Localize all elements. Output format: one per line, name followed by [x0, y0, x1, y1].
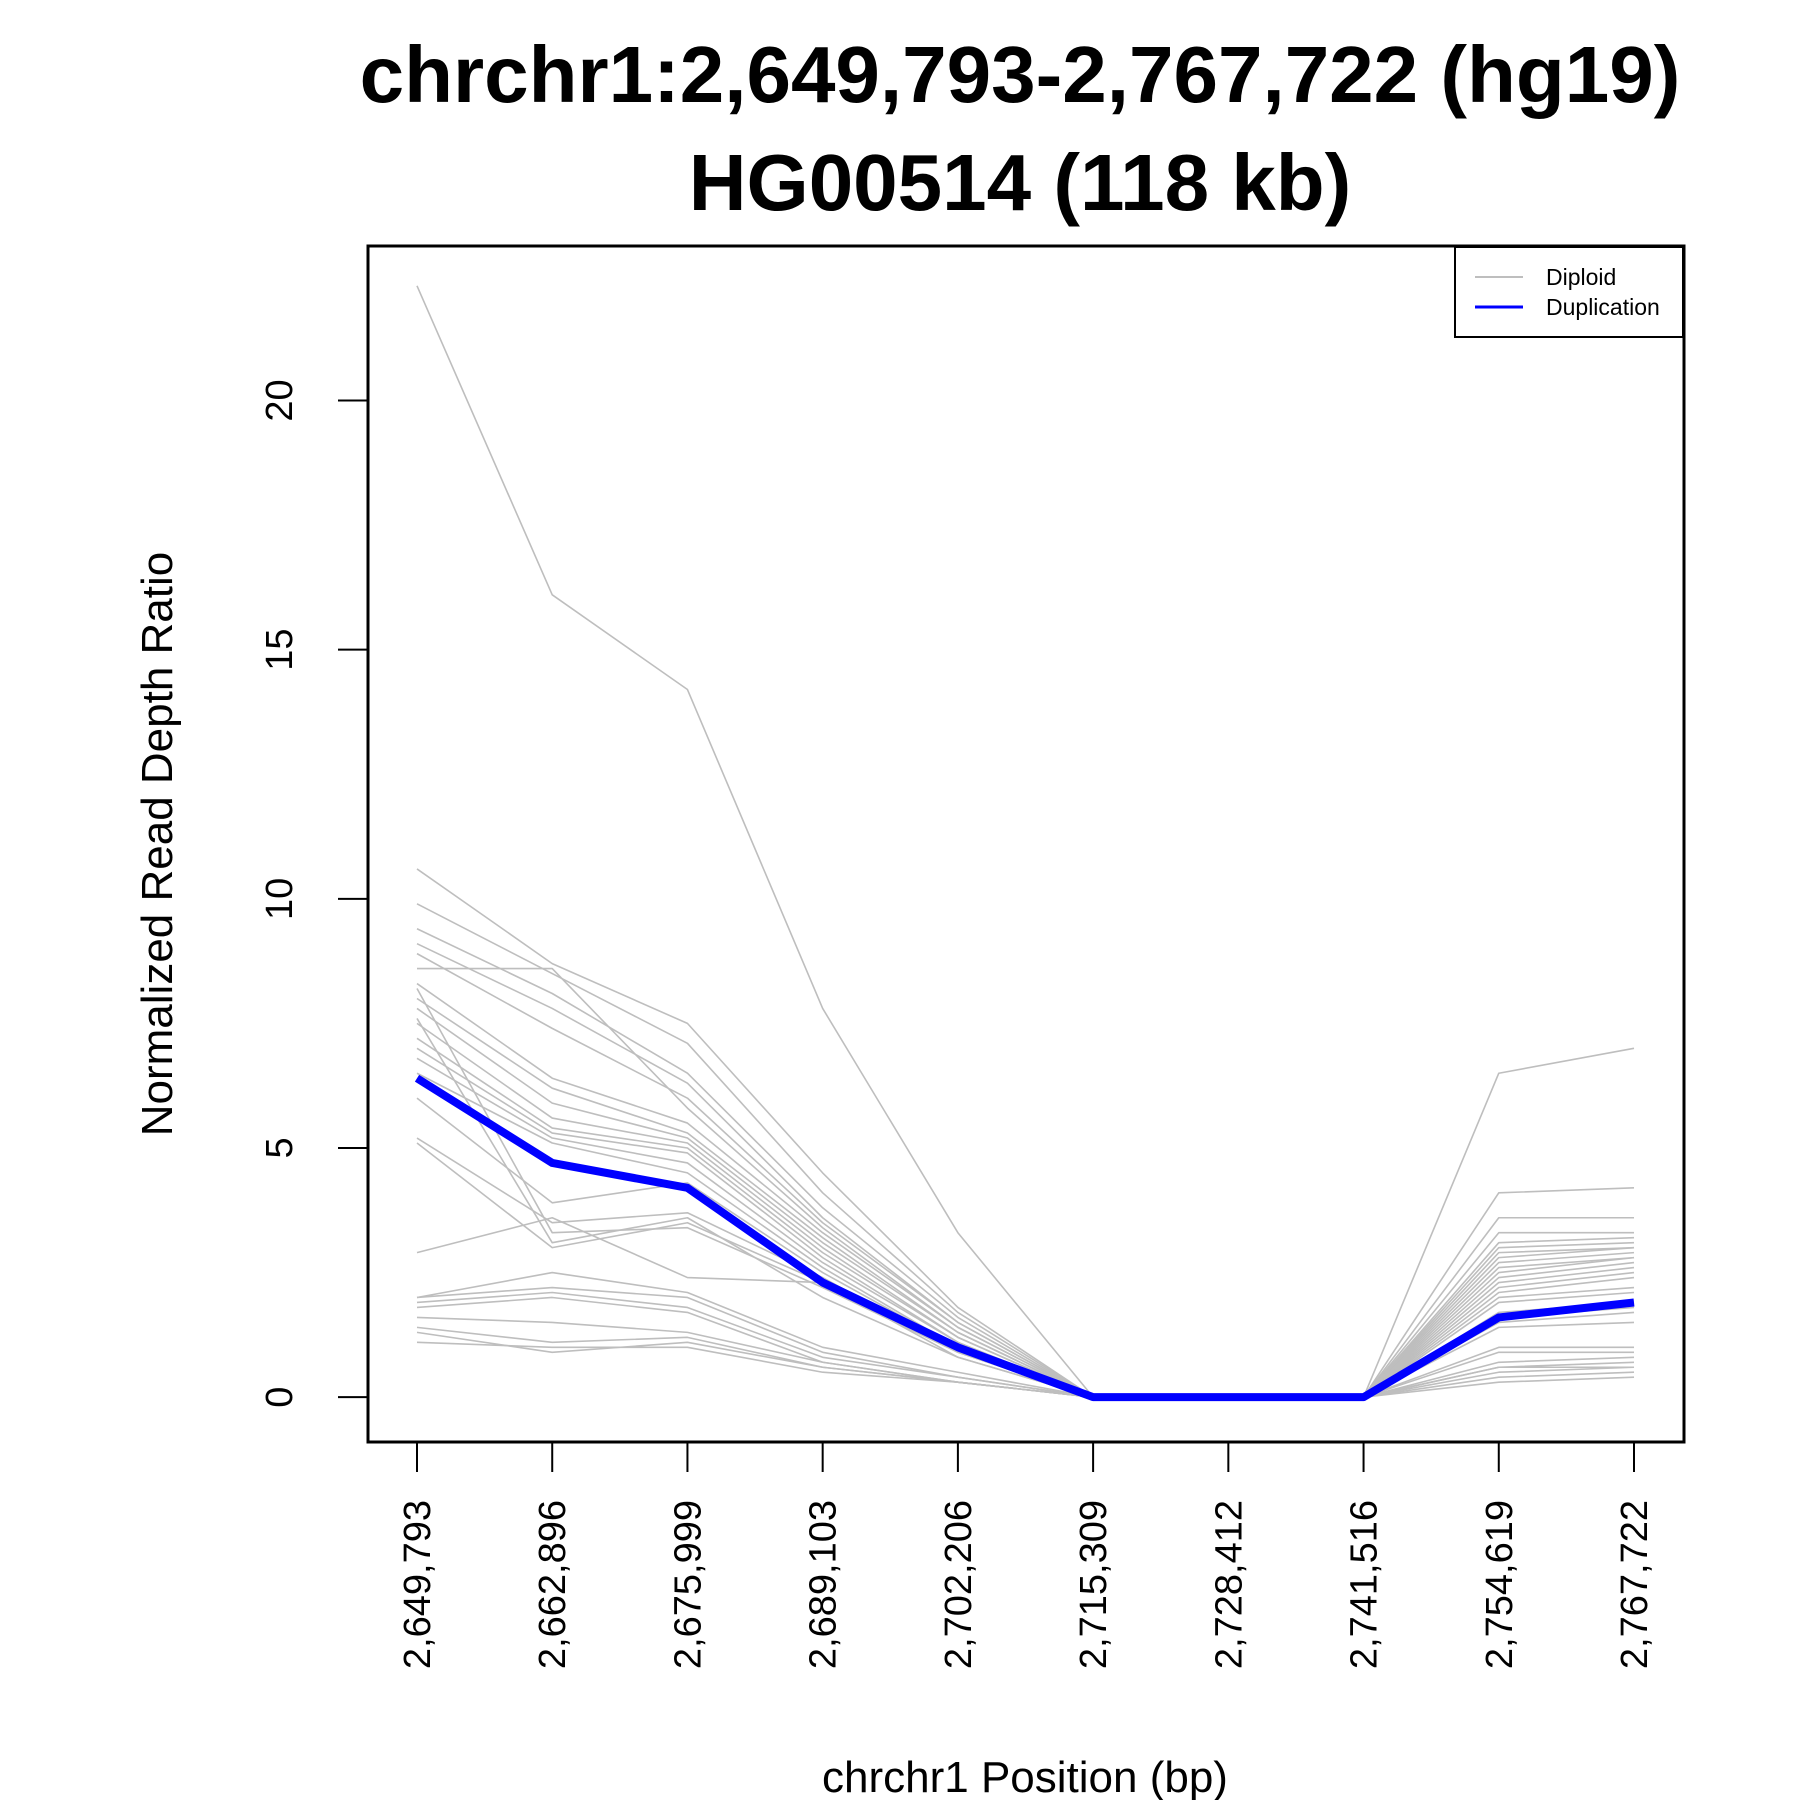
series-line-diploid-9 [416, 1007, 1635, 1398]
series-line-diploid-0 [416, 285, 1635, 1398]
series-line-duplication [414, 1074, 1635, 1402]
x-axis-title: chrchr1 Position (bp) [822, 1753, 1228, 1800]
x-tick-label: 2,754,619 [1479, 1500, 1521, 1669]
x-tick-label: 2,649,793 [397, 1500, 439, 1669]
x-tick-label: 2,689,103 [803, 1500, 845, 1669]
series-line-diploid-8 [416, 997, 1635, 1398]
legend-label-duplication: Duplication [1546, 294, 1660, 320]
series-line-diploid-3 [416, 927, 1634, 1398]
x-tick-label: 2,741,516 [1344, 1500, 1386, 1669]
series-line-diploid-2 [416, 903, 1634, 1398]
series-line-diploid-20 [416, 1216, 1635, 1398]
y-tick-label: 20 [259, 379, 301, 421]
x-tick-label: 2,767,722 [1614, 1500, 1656, 1669]
series-line-diploid-23 [416, 1291, 1635, 1398]
y-axis: 0 5 10 15 20 [259, 379, 368, 1408]
series-layer [414, 285, 1635, 1402]
series-line-diploid-1 [416, 868, 1635, 1398]
x-tick-label: 2,662,896 [532, 1500, 574, 1669]
x-tick-label: 2,715,309 [1073, 1500, 1115, 1669]
x-axis: 2,649,793 2,662,896 2,675,999 2,689,103 2,70… [397, 1442, 1656, 1669]
series-line-diploid-5 [416, 952, 1635, 1398]
y-tick-label: 0 [259, 1387, 301, 1408]
y-axis-title: Normalized Read Depth Ratio [133, 552, 182, 1137]
y-tick-label: 5 [259, 1137, 301, 1158]
chart-title-line1: chrchr1:2,649,793-2,767,722 (hg19) [360, 30, 1681, 119]
y-tick-label: 15 [259, 629, 301, 671]
x-tick-label: 2,728,412 [1208, 1500, 1250, 1669]
series-line-diploid-11 [416, 1037, 1635, 1398]
series-line-diploid-21 [416, 1271, 1634, 1398]
plot-frame [366, 244, 1686, 1444]
series-line-diploid-16 [416, 1137, 1635, 1398]
legend-box [1454, 246, 1684, 338]
series-line-diploid-7 [416, 982, 1635, 1398]
legend-label-diploid: Diploid [1546, 264, 1616, 290]
x-tick-label: 2,675,999 [667, 1500, 709, 1669]
series-line-diploid-28 [416, 1341, 1635, 1398]
y-tick-label: 10 [259, 878, 301, 920]
legend: Diploid Duplication [1454, 246, 1684, 338]
chart-title-line2: HG00514 (118 kb) [689, 138, 1352, 227]
x-tick-label: 2,702,206 [938, 1500, 980, 1669]
